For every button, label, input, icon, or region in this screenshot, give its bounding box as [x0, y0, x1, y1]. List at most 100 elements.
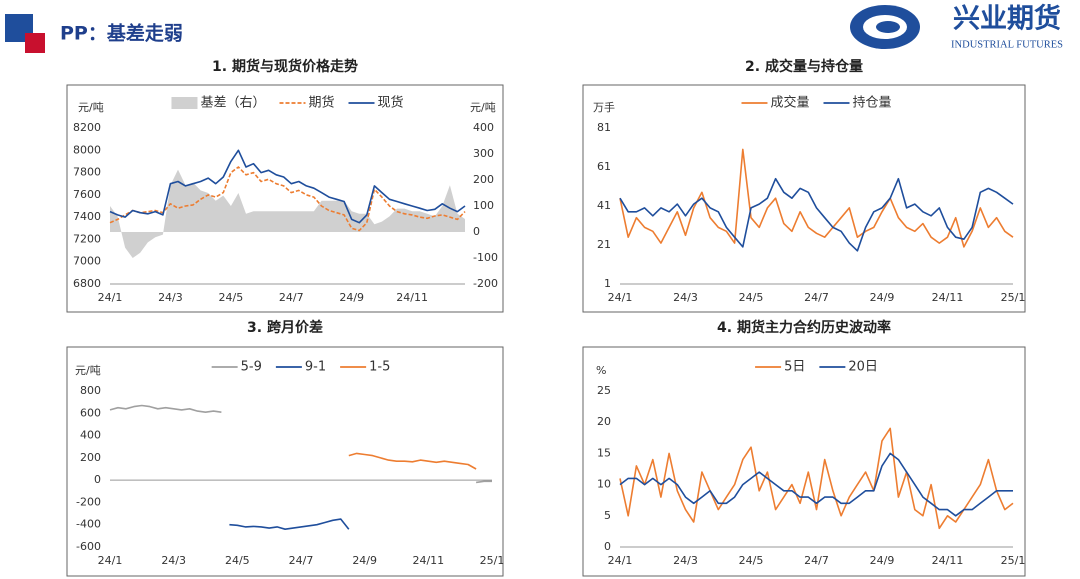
y-axis-unit: 万手: [593, 100, 615, 114]
x-tick-label: 24/5: [218, 291, 243, 304]
y-tick-label: 7000: [73, 255, 101, 268]
series-line: [619, 452, 1013, 517]
y-tick-label: 0: [604, 540, 611, 553]
y-tick-label: 20: [597, 415, 611, 428]
x-tick-label: 24/11: [396, 291, 428, 304]
y-tick-label: 8000: [73, 143, 101, 156]
y-tick-label: 41: [597, 199, 611, 212]
chart-title: 3. 跨月价差: [247, 319, 323, 336]
x-tick-label: 24/1: [98, 554, 123, 567]
y-tick-label: 21: [597, 238, 611, 251]
legend: 5-9 9-1 1-5: [211, 360, 390, 375]
y-tick-label: 800: [80, 384, 101, 397]
legend-label: 成交量: [770, 95, 809, 111]
legend-label: 基差（右）: [200, 96, 265, 111]
logo-name: 兴业期货: [953, 3, 1061, 35]
y-tick-label: 600: [80, 406, 101, 419]
x-tick-label: 24/3: [161, 554, 186, 567]
series-line: [619, 177, 1014, 252]
x-tick-label: 24/7: [804, 291, 829, 304]
x-tick-label: 24/9: [870, 554, 895, 567]
legend-swatch: [171, 97, 198, 109]
legend-label: 5日: [784, 360, 805, 375]
x-tick-label: 24/7: [289, 554, 314, 567]
chart-frame: [582, 346, 1026, 577]
y-tick-label: 15: [597, 446, 611, 459]
y-tick-label: 81: [597, 121, 611, 134]
series-line: [109, 166, 466, 232]
legend: 基差（右） 期货 现货: [171, 95, 404, 111]
y-tick-label: -600: [76, 540, 101, 553]
y2-axis-unit: 元/吨: [470, 101, 496, 114]
x-tick-label: 24/11: [932, 554, 964, 567]
y2-tick-label: 400: [473, 121, 494, 134]
series-line: [475, 480, 492, 484]
legend-label: 现货: [378, 95, 404, 111]
logo-subtitle: INDUSTRIAL FUTURES: [951, 39, 1063, 50]
y-axis-unit: 元/吨: [78, 101, 104, 114]
x-tick-label: 24/5: [739, 554, 764, 567]
y-tick-label: 8200: [73, 121, 101, 134]
x-tick-label: 24/3: [673, 554, 698, 567]
y-tick-label: 7400: [73, 210, 101, 223]
legend-label: 9-1: [305, 360, 326, 375]
legend-label: 20日: [848, 360, 878, 375]
y-tick-label: 6800: [73, 277, 101, 290]
series-line: [229, 518, 350, 530]
chart-frame: [66, 346, 504, 577]
chart-title: 4. 期货主力合约历史波动率: [717, 319, 891, 336]
y-tick-label: 5: [604, 509, 611, 522]
x-tick-label: 24/3: [673, 291, 698, 304]
series-line: [348, 452, 477, 470]
y-axis-unit: %: [596, 364, 606, 377]
logo-mark: [876, 21, 900, 33]
y2-tick-label: 300: [473, 147, 494, 160]
legend: 5日 20日: [755, 360, 878, 375]
x-tick-label: 25/1: [1001, 291, 1026, 304]
chart-frame: [66, 84, 504, 313]
y-tick-label: 10: [597, 478, 611, 491]
y-tick-label: 0: [94, 473, 101, 486]
x-tick-label: 24/11: [412, 554, 444, 567]
x-tick-label: 25/1: [480, 554, 505, 567]
series-line: [109, 404, 222, 413]
x-tick-label: 24/7: [279, 291, 304, 304]
y-tick-label: 400: [80, 429, 101, 442]
x-tick-label: 24/7: [804, 554, 829, 567]
y2-tick-label: 200: [473, 173, 494, 186]
legend-label: 期货: [308, 95, 334, 111]
y-tick-label: 200: [80, 451, 101, 464]
series-line: [109, 149, 466, 224]
x-tick-label: 24/9: [352, 554, 377, 567]
logo: 兴业期货 INDUSTRIAL FUTURES: [850, 3, 1063, 50]
legend-label: 持仓量: [853, 96, 892, 111]
y-tick-label: 7600: [73, 188, 101, 201]
chart-frame: [582, 84, 1026, 313]
slide-title: PP：基差走弱: [60, 22, 183, 45]
x-tick-label: 24/5: [225, 554, 250, 567]
x-tick-label: 24/1: [608, 554, 633, 567]
legend-label: 5-9: [241, 360, 262, 375]
chart-title: 2. 成交量与持仓量: [745, 58, 863, 75]
y-tick-label: 7200: [73, 232, 101, 245]
y-tick-label: 61: [597, 160, 611, 173]
x-tick-label: 24/11: [932, 291, 964, 304]
x-tick-label: 24/1: [98, 291, 123, 304]
deco-square: [25, 33, 45, 53]
y-axis-unit: 元/吨: [75, 364, 101, 377]
y2-tick-label: -100: [473, 251, 498, 264]
x-tick-label: 24/1: [608, 291, 633, 304]
series-line: [619, 148, 1014, 248]
y2-tick-label: -200: [473, 277, 498, 290]
y-tick-label: -200: [76, 495, 101, 508]
x-tick-label: 24/5: [739, 291, 764, 304]
x-tick-label: 24/9: [339, 291, 364, 304]
x-tick-label: 24/3: [158, 291, 183, 304]
y-tick-label: -400: [76, 518, 101, 531]
legend: 成交量 持仓量: [741, 95, 892, 111]
y2-tick-label: 100: [473, 199, 494, 212]
y-tick-label: 25: [597, 384, 611, 397]
y2-tick-label: 0: [473, 225, 480, 238]
y-tick-label: 7800: [73, 166, 101, 179]
